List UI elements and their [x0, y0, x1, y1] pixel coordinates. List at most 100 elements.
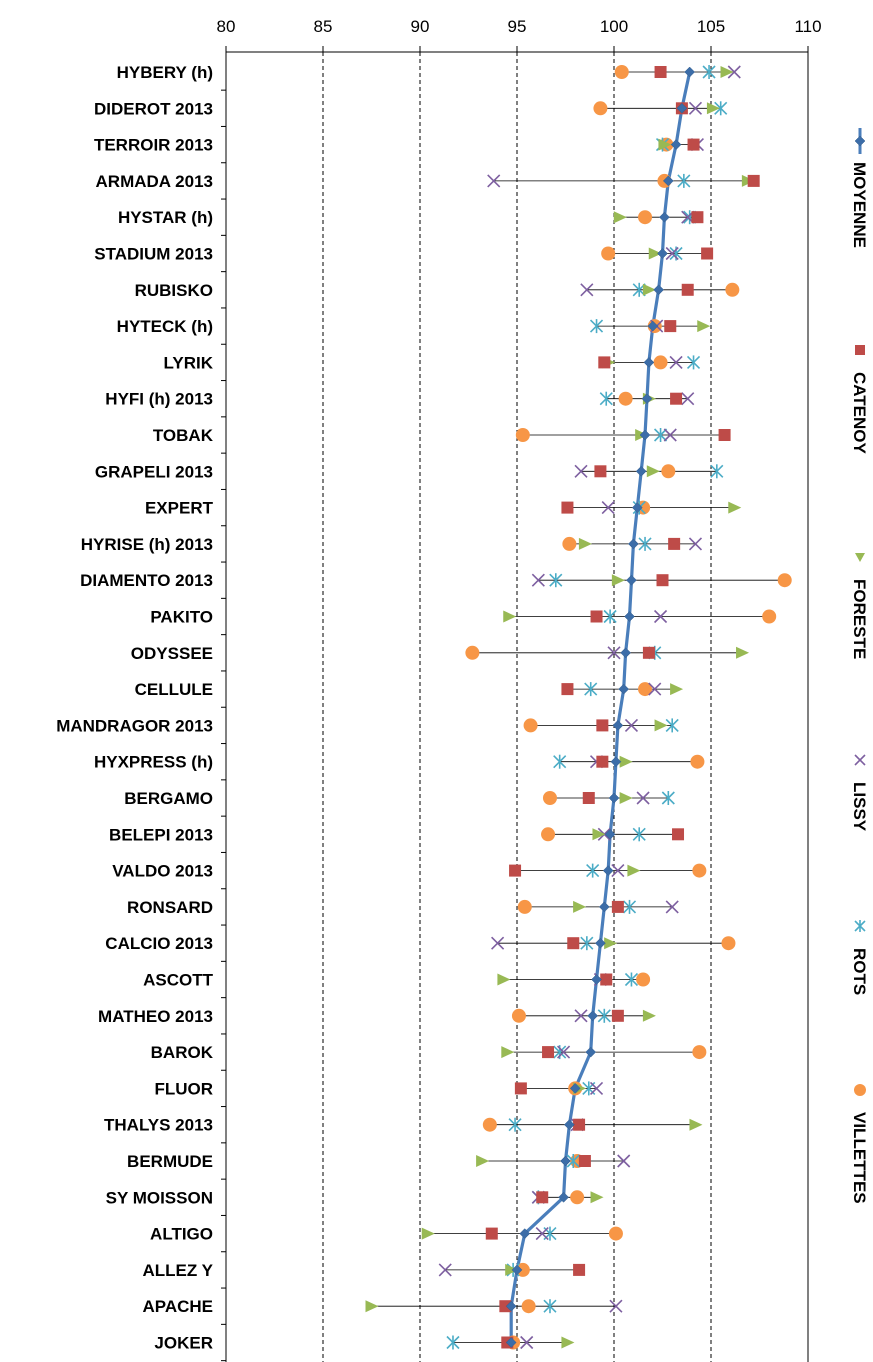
- point-moyenne: [598, 901, 610, 913]
- category-label: ODYSSEE: [131, 644, 213, 663]
- point-rots: [686, 355, 701, 370]
- point-catenoy: [567, 937, 580, 950]
- point-catenoy: [681, 283, 694, 296]
- point-moyenne: [624, 611, 635, 622]
- category-label: JOKER: [154, 1334, 213, 1353]
- point-lissy-stroke: [520, 1335, 534, 1350]
- legend-item-rots: ROTS: [850, 920, 869, 995]
- point-villettes: [618, 391, 633, 406]
- point-catenoy: [600, 973, 613, 986]
- point-lissy-stroke: [601, 501, 615, 515]
- mean-series-line: [509, 71, 692, 1343]
- x-tick-label: 105: [697, 17, 725, 36]
- point-catenoy: [594, 465, 607, 478]
- point-moyenne: [684, 66, 696, 78]
- point-foreste: [697, 320, 711, 333]
- point-moyenne: [631, 502, 643, 513]
- category-label: BAROK: [151, 1043, 214, 1062]
- category-label: HYFI (h) 2013: [105, 390, 213, 409]
- point-lissy: [688, 537, 703, 551]
- point-rots: [638, 536, 652, 551]
- point-foreste: [642, 283, 656, 296]
- point-foreste: [497, 973, 511, 986]
- category-label: PAKITO: [150, 608, 213, 627]
- point-catenoy: [668, 537, 681, 550]
- point-villettes: [638, 210, 653, 225]
- point-lissy-stroke: [624, 718, 639, 732]
- point-lissy-stroke: [653, 609, 668, 624]
- category-label: HYTECK (h): [117, 317, 213, 336]
- point-lissy: [665, 246, 679, 261]
- point-foreste: [476, 1155, 490, 1167]
- category-label: EXPERT: [145, 499, 214, 518]
- point-lissy-stroke: [438, 1263, 452, 1277]
- point-catenoy: [573, 1263, 586, 1276]
- point-lissy: [681, 392, 695, 406]
- point-moyenne: [639, 429, 651, 441]
- point-villettes: [721, 936, 736, 951]
- point-lissy-stroke: [663, 428, 677, 442]
- point-moyenne: [657, 248, 668, 259]
- point-catenoy: [542, 1046, 555, 1059]
- category-label: ALTIGO: [150, 1225, 213, 1244]
- point-lissy: [531, 573, 545, 587]
- point-lissy: [648, 682, 662, 696]
- legend-marker-villettes: [854, 1084, 866, 1096]
- legend-marker-moyenne: [854, 135, 866, 147]
- point-moyenne: [602, 865, 614, 876]
- point-foreste: [619, 792, 633, 804]
- point-catenoy: [514, 1082, 527, 1095]
- point-lissy: [611, 864, 625, 878]
- point-villettes: [692, 863, 707, 878]
- legend-label: VILLETTES: [850, 1112, 869, 1204]
- point-foreste: [503, 610, 517, 623]
- point-foreste: [642, 1009, 656, 1022]
- point-lissy: [636, 791, 650, 805]
- point-villettes: [653, 355, 668, 370]
- point-catenoy: [578, 1155, 591, 1167]
- legend-marker-rots: [854, 920, 866, 932]
- point-rots: [603, 609, 617, 624]
- point-lissy-stroke: [665, 246, 679, 261]
- point-villettes: [523, 718, 538, 733]
- point-catenoy: [747, 174, 760, 187]
- category-label: SY MOISSON: [106, 1188, 213, 1207]
- legend-label: ROTS: [850, 948, 869, 995]
- point-foreste: [365, 1300, 379, 1313]
- point-foreste: [728, 501, 742, 514]
- point-lissy-stroke: [609, 1299, 623, 1313]
- point-rots: [446, 1335, 460, 1350]
- point-lissy: [556, 1045, 571, 1059]
- point-foreste: [720, 66, 734, 78]
- x-tick-label: 90: [411, 17, 430, 36]
- point-moyenne: [643, 357, 655, 368]
- point-lissy-stroke: [556, 1045, 571, 1059]
- point-lissy: [617, 1154, 631, 1168]
- point-catenoy: [664, 320, 677, 333]
- point-moyenne: [564, 1119, 575, 1131]
- point-foreste: [648, 247, 662, 260]
- legend-item-moyenne: MOYENNE: [850, 128, 869, 248]
- point-foreste: [604, 937, 618, 950]
- point-moyenne: [647, 320, 659, 332]
- point-villettes: [692, 1045, 707, 1060]
- category-label: BELEPI 2013: [109, 825, 213, 844]
- point-moyenne: [558, 1191, 569, 1203]
- legend-marker-lissy-stroke: [854, 754, 866, 766]
- point-moyenne: [587, 1010, 599, 1022]
- point-moyenne: [670, 139, 682, 150]
- point-villettes: [636, 972, 651, 987]
- point-rots: [584, 682, 598, 697]
- point-catenoy: [596, 755, 609, 768]
- point-rots: [549, 573, 563, 588]
- point-foreste: [611, 574, 625, 587]
- point-catenoy: [611, 900, 624, 913]
- point-villettes: [661, 464, 676, 479]
- category-label: MANDRAGOR 2013: [56, 716, 213, 735]
- point-rots: [589, 319, 604, 334]
- point-catenoy: [687, 138, 700, 151]
- category-labels: HYBERY (h) DIDEROT 2013 TERROIR 2013 ARMADA…: [56, 63, 214, 1353]
- range-lines: [371, 71, 785, 1343]
- point-villettes: [762, 609, 777, 624]
